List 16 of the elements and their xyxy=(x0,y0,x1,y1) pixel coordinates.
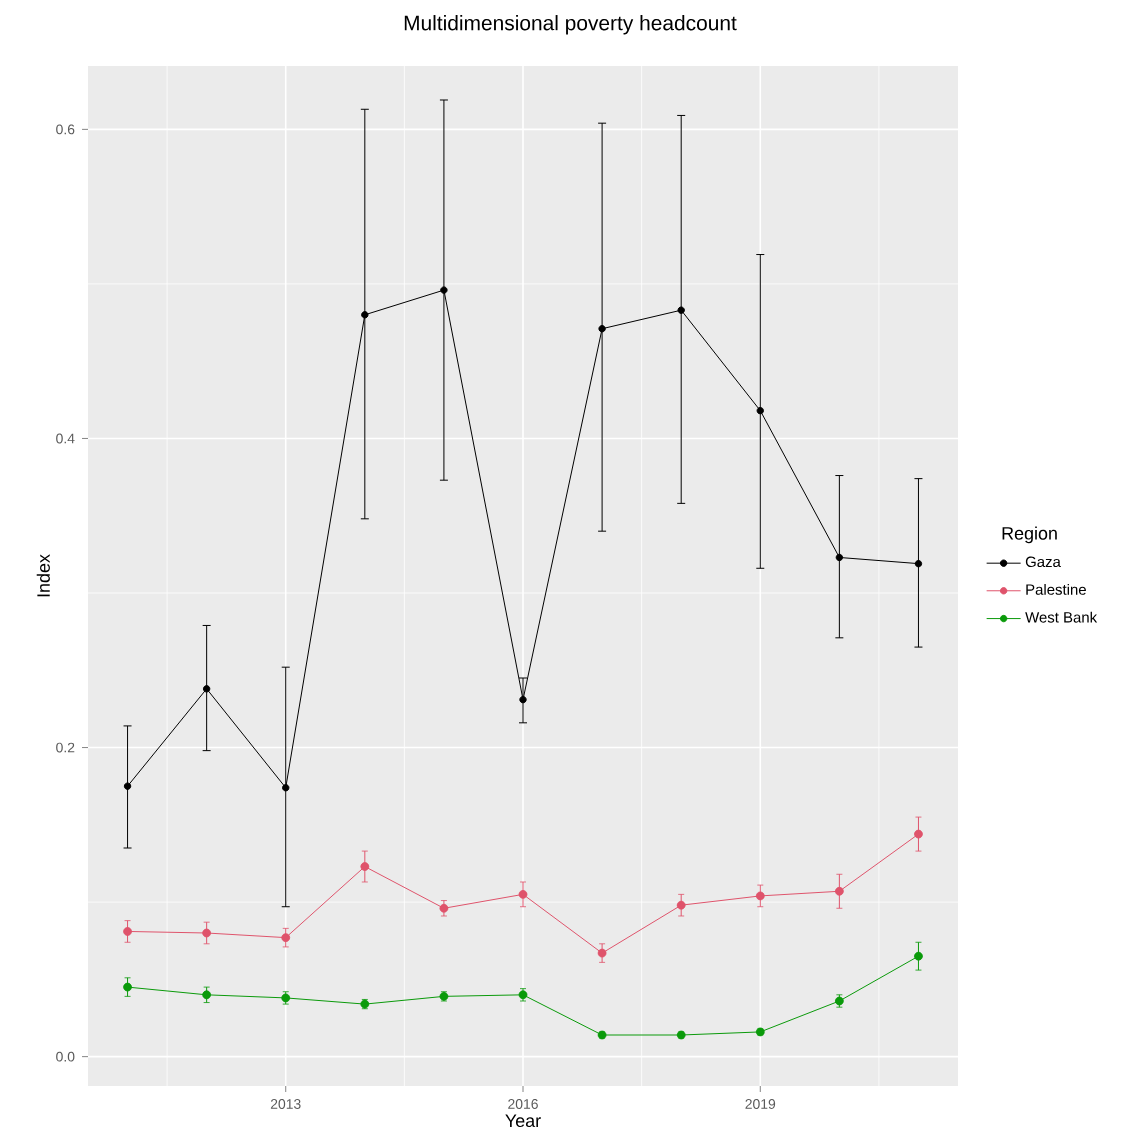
y-axis-title: Index xyxy=(36,554,50,597)
point xyxy=(756,406,764,415)
point xyxy=(519,695,527,704)
x-axis-title: Year xyxy=(505,1114,541,1128)
point xyxy=(440,286,448,294)
point xyxy=(123,927,132,936)
point xyxy=(598,325,606,333)
point xyxy=(361,311,369,319)
legend-title: Region xyxy=(1002,526,1057,544)
point xyxy=(835,553,844,562)
point xyxy=(677,306,685,314)
chart-title: Multidimensional poverty headcount xyxy=(404,15,737,35)
point xyxy=(282,784,290,792)
point xyxy=(914,559,923,568)
point xyxy=(202,685,211,693)
point xyxy=(123,782,132,790)
